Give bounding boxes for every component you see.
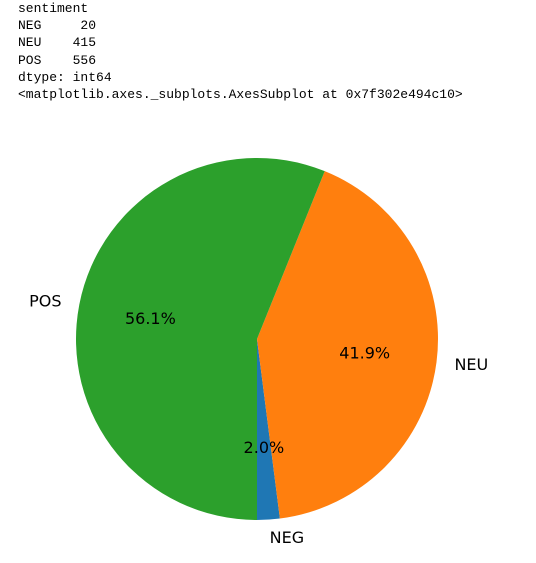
- pie-slice-neg: [257, 339, 280, 521]
- percent-label-pos: 56.1%: [125, 309, 176, 328]
- output-line: dtype: int64: [18, 69, 112, 85]
- cell-output-text: sentiment NEG 20 NEU 415 POS 556 dtype: int6…: [18, 0, 463, 103]
- pie-slice-neu: [257, 171, 439, 519]
- pie-labels: NEG 2.0% NEU 41.9% POS 56.1%: [29, 292, 488, 548]
- pie-slices: [76, 158, 439, 521]
- output-line: POS 556: [18, 52, 97, 68]
- pie-slice-pos: [76, 158, 325, 520]
- slice-label-pos: POS: [29, 292, 61, 311]
- percent-label-neu: 41.9%: [339, 343, 390, 362]
- slice-label-neg: NEG: [270, 528, 304, 547]
- output-line: <matplotlib.axes._subplots.AxesSubplot a…: [18, 86, 463, 102]
- output-line: sentiment: [18, 1, 89, 16]
- output-line: NEG 20: [18, 18, 97, 34]
- percent-label-neg: 2.0%: [244, 438, 285, 457]
- slice-label-neu: NEU: [454, 355, 488, 374]
- output-line: NEU 415: [18, 35, 97, 51]
